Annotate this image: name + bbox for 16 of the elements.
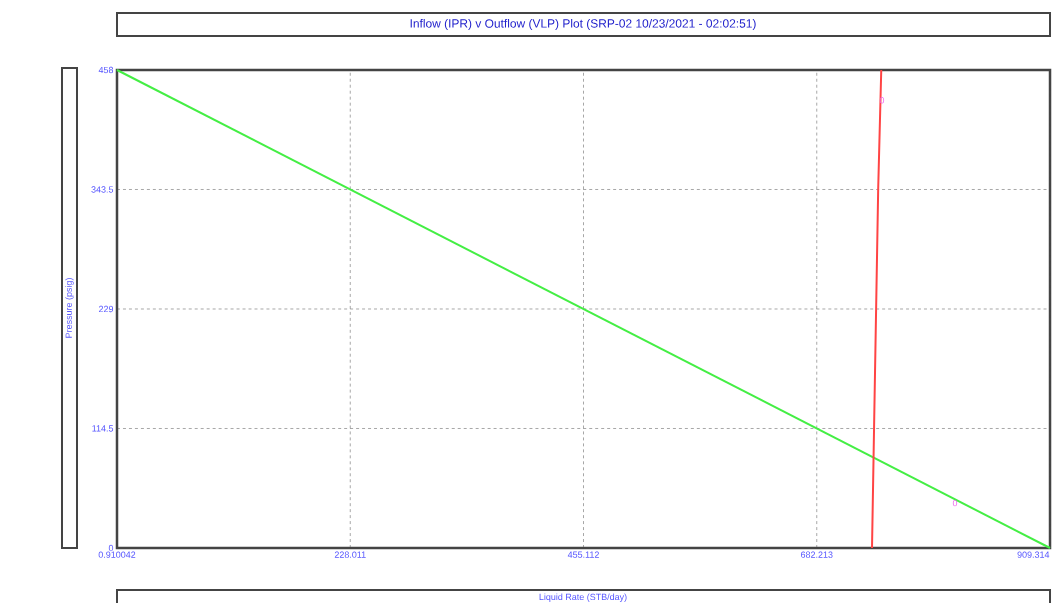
x-tick-label: 682.213 <box>801 551 833 558</box>
y-axis-title: Pressure (psig) <box>65 278 74 338</box>
line-series <box>871 69 883 549</box>
x-tick-label: 0.910042 <box>98 551 136 558</box>
chart-title: Inflow (IPR) v Outflow (VLP) Plot (SRP-02 10/23/2021 - 02:02:51) <box>410 18 756 31</box>
y-tick-label: 458 <box>98 66 114 74</box>
x-tick-label: 909.314 <box>1017 551 1050 558</box>
annotation: 0 <box>952 499 958 507</box>
x-tick-label: 455.112 <box>567 551 599 558</box>
y-tick-label: 114.5 <box>92 425 114 432</box>
x-tick-label: 228.011 <box>334 551 366 558</box>
y-tick-label: 229 <box>98 305 114 313</box>
y-tick-label: 343.5 <box>91 186 114 193</box>
x-axis-title: Liquid Rate (STB/day) <box>539 593 627 602</box>
annotation: 0 <box>879 97 885 104</box>
y-tick-label: 0 <box>108 544 114 552</box>
